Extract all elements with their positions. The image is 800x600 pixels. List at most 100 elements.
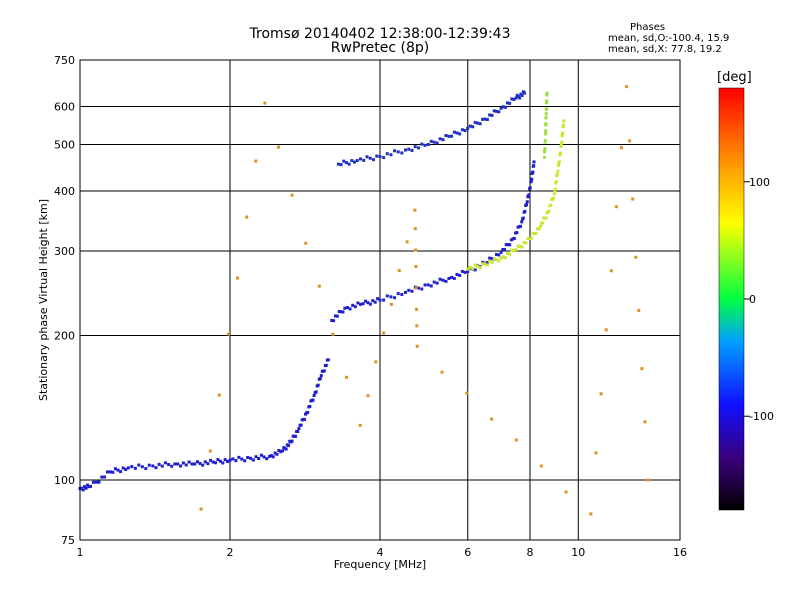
data-point: [312, 394, 316, 398]
data-point: [284, 447, 288, 451]
data-point: [201, 463, 205, 467]
data-point: [508, 101, 512, 105]
data-point: [414, 286, 418, 290]
y-tick-label: 750: [54, 54, 75, 67]
data-point: [342, 159, 346, 163]
series-group: [336, 90, 527, 167]
data-point: [528, 186, 532, 190]
data-point: [444, 134, 448, 138]
data-point: [343, 306, 347, 310]
data-point: [366, 394, 370, 398]
colorbar-tick-label: 100: [749, 176, 770, 189]
data-point: [466, 269, 470, 273]
data-point: [625, 85, 629, 89]
data-point: [83, 485, 87, 489]
y-tick-label: 300: [54, 245, 75, 258]
data-point: [100, 475, 104, 479]
data-point: [441, 278, 445, 282]
data-point: [378, 298, 382, 302]
data-point: [544, 130, 548, 134]
data-point: [199, 507, 203, 511]
data-point: [249, 456, 253, 460]
data-point: [337, 309, 341, 313]
data-point: [251, 458, 255, 462]
data-point: [193, 462, 197, 466]
y-tick-label: 100: [54, 474, 75, 487]
data-point: [385, 294, 389, 298]
data-point: [319, 374, 323, 378]
data-point: [181, 461, 185, 465]
data-point: [559, 143, 563, 147]
data-point: [396, 150, 400, 154]
data-point: [355, 159, 359, 163]
data-point: [558, 153, 562, 157]
y-tick-label: 75: [61, 534, 75, 547]
data-point: [308, 404, 312, 408]
data-point: [541, 221, 545, 225]
data-point: [254, 455, 258, 459]
data-point: [382, 331, 386, 335]
data-point: [413, 145, 417, 149]
data-point: [362, 158, 366, 162]
data-point: [397, 269, 401, 273]
data-point: [460, 128, 464, 132]
data-point: [562, 119, 566, 123]
data-point: [371, 299, 375, 303]
data-point: [345, 306, 349, 310]
data-point: [481, 262, 485, 266]
data-point: [351, 303, 355, 307]
data-point: [452, 276, 456, 280]
data-point: [376, 297, 380, 301]
data-point: [287, 444, 291, 448]
data-point: [483, 262, 487, 266]
data-point: [543, 150, 547, 154]
data-point: [553, 187, 557, 191]
data-point: [556, 169, 560, 173]
data-point: [525, 200, 529, 204]
data-point: [414, 264, 418, 268]
data-point: [488, 256, 492, 260]
data-point: [481, 117, 485, 121]
data-point: [157, 462, 161, 466]
data-point: [533, 231, 537, 235]
data-point: [452, 130, 456, 134]
data-point: [543, 139, 547, 143]
data-point: [147, 463, 151, 467]
data-point: [646, 478, 650, 482]
data-point: [237, 455, 241, 459]
colorbar-tick-label: 0: [749, 293, 756, 306]
data-point: [508, 243, 512, 247]
data-point: [366, 301, 370, 305]
data-point: [277, 145, 281, 149]
data-point: [299, 423, 303, 427]
data-point: [382, 298, 386, 302]
data-point: [326, 358, 330, 362]
y-tick-label: 200: [54, 330, 75, 343]
data-point: [195, 460, 199, 464]
data-point: [173, 462, 177, 466]
data-point: [217, 393, 221, 397]
data-point: [544, 112, 548, 116]
data-point: [311, 398, 315, 402]
data-point: [275, 452, 279, 456]
data-point: [318, 376, 322, 380]
data-point: [190, 462, 194, 466]
data-point: [378, 155, 382, 159]
data-point: [515, 231, 519, 235]
data-point: [455, 131, 459, 135]
data-point: [214, 461, 218, 465]
data-point: [350, 159, 354, 163]
data-point: [353, 160, 357, 164]
data-point: [290, 193, 294, 197]
data-point: [403, 148, 407, 152]
data-point: [501, 255, 505, 259]
data-point: [371, 158, 375, 162]
data-point: [407, 147, 411, 151]
x-tick-label: 8: [527, 546, 534, 559]
data-point: [594, 451, 598, 455]
data-point: [97, 480, 101, 484]
x-tick-label: 1: [77, 546, 84, 559]
data-point: [557, 162, 561, 166]
data-point: [426, 143, 430, 147]
data-point: [488, 113, 492, 117]
